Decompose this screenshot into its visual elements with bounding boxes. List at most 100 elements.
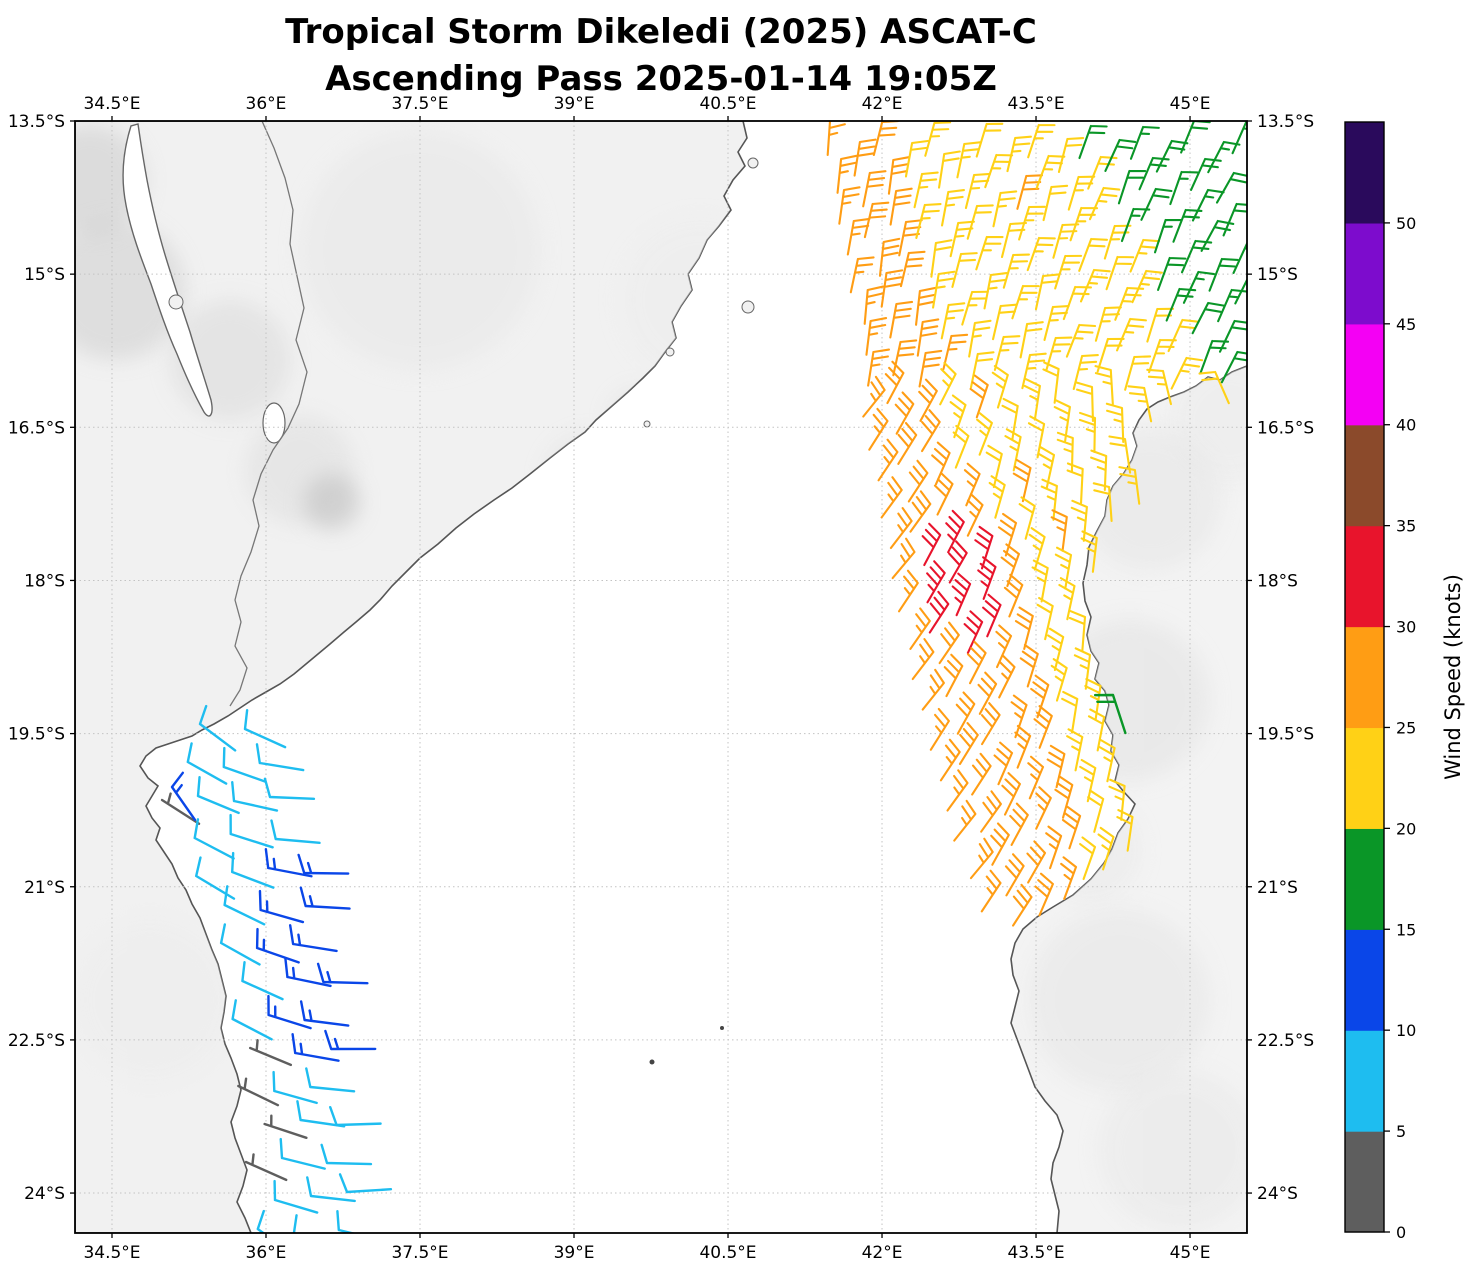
wind-barb-orange: [911, 638, 935, 681]
lon-tick-label-top: 34.5°E: [83, 94, 140, 114]
wind-barb-cyan: [305, 1067, 356, 1093]
wind-barb-gold: [966, 204, 994, 240]
wind-barb-gold: [992, 190, 1018, 228]
wind-barb-gold: [949, 394, 967, 439]
wind-barb-gold: [1043, 305, 1070, 341]
wind-barb-orange: [921, 668, 945, 711]
wind-barb-gold: [1116, 809, 1134, 852]
wind-barb-cyan: [272, 1070, 318, 1105]
wind-barb-cyan: [292, 1214, 335, 1233]
wind-barb-orange: [916, 318, 940, 357]
wind-barb-orange: [880, 476, 903, 519]
lat-tick-label-left: 19.5°S: [8, 725, 65, 745]
coastal-islands: [643, 157, 759, 428]
lon-tick-label-bottom: 43.5°E: [1007, 1243, 1064, 1263]
wind-barb-gold: [1087, 789, 1105, 833]
wind-barb-gold: [1078, 411, 1097, 454]
wind-barb-red: [926, 560, 946, 604]
wind-barb-orange: [931, 441, 951, 486]
wind-barb-cyan: [279, 1137, 326, 1170]
lat-tick-label-right: 21°S: [1257, 878, 1298, 898]
wind-barb-gold: [913, 171, 939, 209]
wind-barb-blue: [316, 962, 369, 985]
wind-barb-gold: [1067, 175, 1096, 211]
wind-barb-cyan: [219, 923, 261, 966]
wind-barb-gold: [1105, 402, 1125, 444]
wind-barb-cyan: [329, 1105, 382, 1127]
wind-barb-gold: [1094, 365, 1114, 405]
wind-barb-gold: [938, 150, 961, 189]
wind-barb-gold: [904, 139, 929, 178]
wind-barb-orange: [853, 138, 877, 177]
wind-barb-orange: [862, 375, 886, 418]
wind-barb-layer: [160, 121, 1247, 1233]
wind-barb-orange: [868, 407, 889, 451]
wind-barb-gray: [160, 792, 201, 825]
wind-barb-orange: [995, 624, 1013, 669]
lake-island: [168, 294, 184, 310]
wind-barb-orange: [939, 738, 961, 782]
wind-barb-gold: [985, 444, 1003, 489]
wind-barb-gold: [1068, 609, 1087, 652]
wind-barb-orange: [1012, 458, 1032, 503]
wind-barb-gold: [992, 303, 1018, 341]
wind-barb-gold: [939, 361, 957, 406]
wind-barb-orange: [942, 333, 969, 371]
wind-barb-gold: [1124, 355, 1152, 391]
wind-barb-gold: [1080, 530, 1098, 573]
lat-tick-label-right: 13.5°S: [1257, 112, 1314, 132]
wind-barb-cyan: [194, 856, 236, 900]
wind-barb-gold: [1028, 527, 1046, 571]
wind-barb-orange: [977, 671, 998, 715]
wind-barb-orange: [877, 438, 899, 482]
wind-barb-red: [982, 593, 1002, 638]
colorbar-axis-label: Wind Speed (knots): [1441, 574, 1465, 780]
wind-barb-gold: [1002, 253, 1030, 289]
wind-barb-blue: [264, 848, 313, 878]
wind-barb-orange: [990, 822, 1010, 866]
colorbar-tick-label: 50: [1396, 214, 1416, 233]
wind-barb-orange: [865, 317, 888, 356]
wind-barb-gold: [1170, 356, 1204, 390]
wind-barb-cyan: [229, 813, 274, 849]
wind-barb-gold: [1098, 739, 1116, 783]
wind-barb-orange: [953, 799, 977, 842]
colorbar-tick-label: 5: [1396, 1122, 1406, 1141]
wind-barb-orange: [998, 654, 1016, 699]
wind-barb-red: [945, 509, 965, 554]
wind-barb-gold: [1078, 237, 1108, 272]
country-border: [229, 121, 308, 707]
wind-barb-gold: [1004, 428, 1022, 472]
wind-barb-orange: [878, 237, 901, 277]
wind-barb-green: [1117, 169, 1147, 205]
lon-tick-label-top: 37.5°E: [391, 94, 448, 114]
wind-barb-orange: [894, 391, 915, 435]
wind-barb-gold: [1127, 385, 1153, 423]
map-title-line1: Tropical Storm Dikeledi (2025) ASCAT-C: [285, 12, 1037, 52]
colorbar-tick-label: 30: [1396, 618, 1416, 637]
wind-barb-orange: [849, 256, 875, 294]
wind-barb-blue: [297, 853, 350, 875]
wind-barb-gold: [1118, 466, 1141, 505]
lon-tick-label-top: 36°E: [246, 94, 287, 114]
lat-tick-label-left: 22.5°S: [8, 1031, 65, 1051]
wind-barb-green: [1222, 202, 1247, 237]
wind-barb-gold: [1065, 323, 1097, 358]
wind-barb-green: [1200, 219, 1235, 252]
wind-barb-gold: [924, 121, 952, 157]
wind-barb-green: [1140, 187, 1173, 221]
wind-barb-cyan: [193, 818, 235, 860]
wind-barb-gold: [1075, 381, 1094, 423]
wind-barb-gold: [1035, 154, 1066, 189]
wind-barb-gold: [1090, 449, 1108, 492]
wind-barb-orange: [907, 459, 929, 503]
map-title-line2: Ascending Pass 2025-01-14 19:05Z: [325, 59, 997, 99]
lon-tick-label-bottom: 37.5°E: [391, 1243, 448, 1263]
wind-barb-gold: [1026, 236, 1056, 272]
wind-barb-orange: [943, 653, 964, 698]
wind-barb-orange: [1050, 509, 1068, 552]
wind-barb-gold: [1050, 658, 1068, 702]
plot-frame: [74, 120, 1248, 1234]
axis-layer: 34.5°E 34.5°E 36°E 36°E 37.5°E 37.5°E 39°E 39°E…: [8, 94, 1314, 1263]
